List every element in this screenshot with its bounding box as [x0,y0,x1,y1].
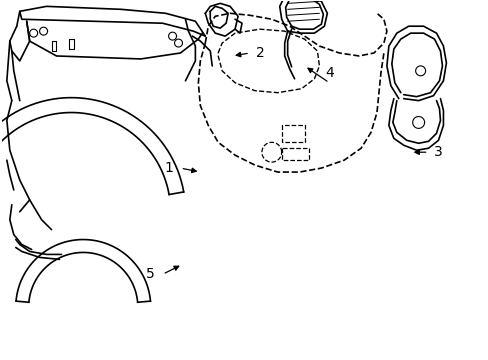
Text: 2: 2 [255,46,264,60]
Text: 1: 1 [164,161,173,175]
Text: 5: 5 [146,267,155,281]
Text: 4: 4 [325,66,333,80]
Text: 3: 3 [433,145,442,159]
